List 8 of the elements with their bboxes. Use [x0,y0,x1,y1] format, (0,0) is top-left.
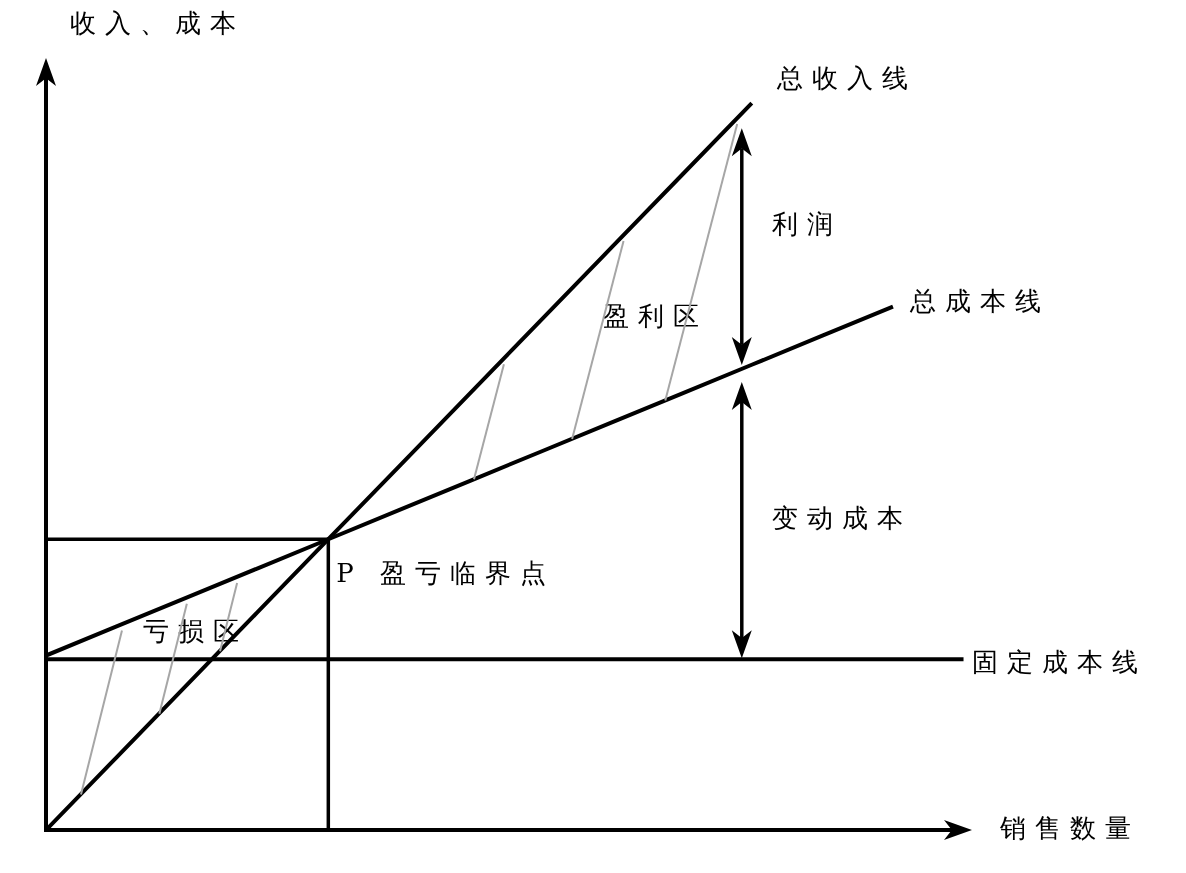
series-label: 总收入线 [775,62,917,93]
annotation: 利润 [771,209,842,240]
annotation: 变动成本 [771,502,912,533]
series-label: 固定成本线 [971,646,1147,677]
x-axis-title: 销售数量 [999,812,1140,843]
series-label: 总成本线 [908,286,1050,317]
annotation: P 盈亏临界点 [336,557,556,588]
y-axis-title: 收入、成本 [70,7,245,38]
